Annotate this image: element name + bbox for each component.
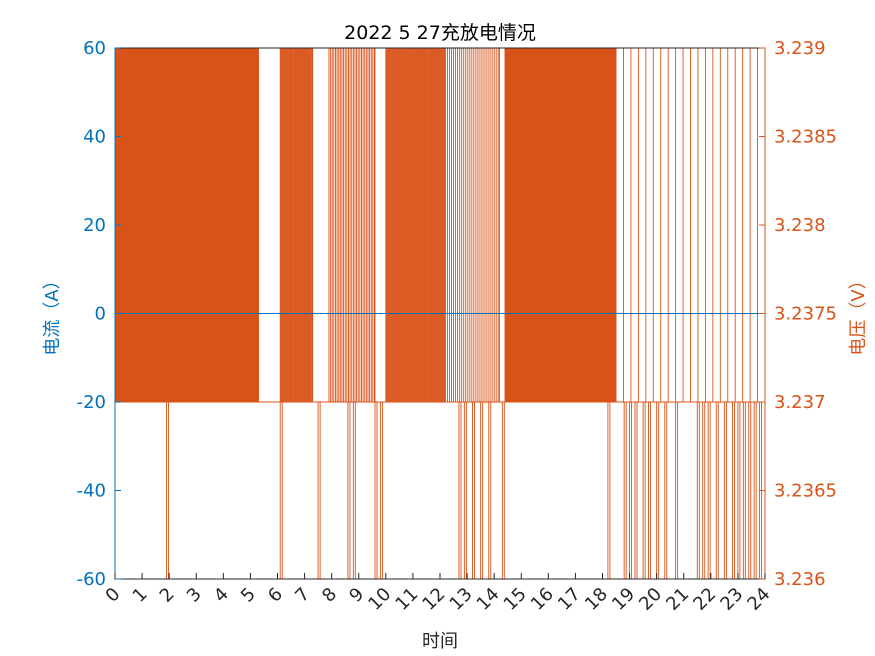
- left-axis-label: 电流（A）: [42, 271, 63, 355]
- chart-title: 2022 5 27充放电情况: [344, 22, 536, 44]
- right-axis-tick-label: 3.2375: [774, 304, 837, 325]
- right-axis-tick-label: 3.238: [774, 215, 826, 236]
- left-axis-tick-label: 20: [83, 215, 106, 236]
- right-axis-tick-label: 3.236: [774, 569, 826, 590]
- left-axis-tick-label: -60: [77, 569, 106, 590]
- left-axis-tick-label: 60: [83, 38, 106, 59]
- left-axis: -60 -40 -20 0 20 40 60: [77, 38, 121, 590]
- right-axis-tick-label: 3.239: [774, 38, 826, 59]
- right-axis: 3.236 3.2365 3.237 3.2375 3.238 3.2385 3.239: [759, 38, 837, 590]
- left-axis-tick-label: 0: [95, 304, 106, 325]
- right-axis-tick-label: 3.2365: [774, 481, 837, 502]
- left-axis-tick-label: -40: [77, 481, 106, 502]
- right-axis-tick-label: 3.2385: [774, 127, 837, 148]
- left-axis-tick-label: -20: [77, 392, 106, 413]
- x-axis-label: 时间: [422, 631, 458, 652]
- left-axis-tick-label: 40: [83, 127, 106, 148]
- right-axis-label: 电压（V）: [848, 271, 869, 355]
- right-axis-tick-label: 3.237: [774, 392, 826, 413]
- voltage-series-line: [114, 47, 758, 402]
